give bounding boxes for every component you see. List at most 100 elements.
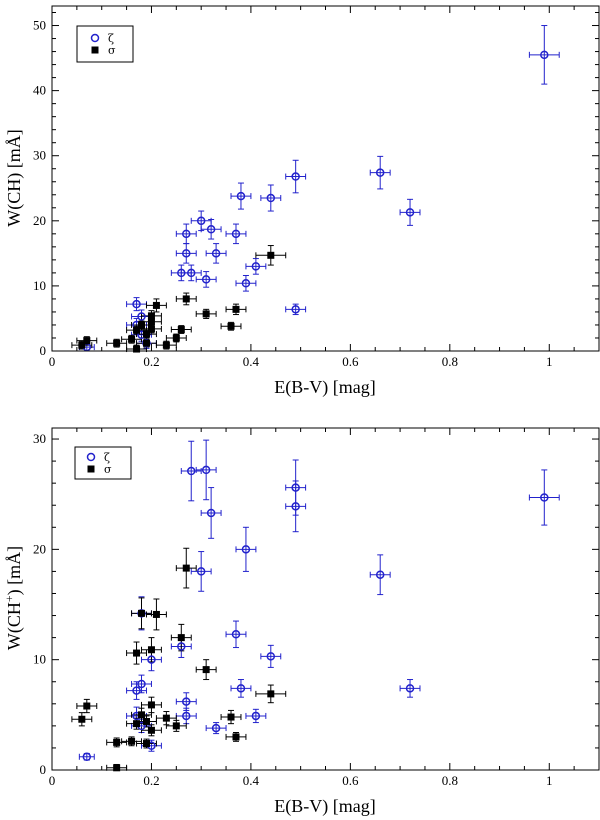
data-point-zeta xyxy=(182,697,191,706)
y-axis-label: W(CH+) [mÅ] xyxy=(2,546,25,650)
x-tick-label: 0.6 xyxy=(342,354,359,369)
y-tick-label: 30 xyxy=(33,148,46,163)
data-point-sigma xyxy=(113,339,121,347)
data-point-sigma xyxy=(142,339,150,347)
data-point-zeta xyxy=(196,567,206,576)
x-axis-label: E(B-V) [mag] xyxy=(274,377,375,398)
data-point-sigma xyxy=(232,305,240,313)
data-point-sigma xyxy=(267,690,275,698)
x-tick-label: 1 xyxy=(546,773,553,788)
error-bar xyxy=(180,440,202,502)
data-point-zeta xyxy=(206,508,216,518)
data-point-zeta xyxy=(206,225,216,234)
data-point-sigma xyxy=(152,610,160,618)
data-point-sigma xyxy=(162,714,170,722)
error-bar xyxy=(141,696,162,714)
data-point-sigma xyxy=(147,726,155,734)
data-point-sigma xyxy=(83,702,91,710)
data-point-sigma xyxy=(78,715,86,723)
data-point-zeta xyxy=(291,502,300,511)
error-bar xyxy=(225,223,247,245)
data-point-sigma xyxy=(147,701,155,709)
data-point-zeta xyxy=(132,686,141,695)
y-tick-label: 10 xyxy=(33,278,46,293)
x-tick-label: 0.4 xyxy=(243,354,260,369)
error-bar xyxy=(230,182,252,210)
data-point-sigma xyxy=(147,318,155,326)
error-bar xyxy=(175,707,197,725)
error-bar xyxy=(175,223,197,245)
legend-marker-sigma xyxy=(87,465,95,473)
error-bar xyxy=(225,620,247,649)
legend-marker-zeta xyxy=(90,33,100,43)
error-bar xyxy=(180,264,202,282)
data-point-sigma xyxy=(182,295,190,303)
data-point-zeta xyxy=(405,208,415,217)
data-point-zeta xyxy=(186,268,196,278)
error-bar xyxy=(399,198,421,226)
x-tick-label: 0.8 xyxy=(442,354,458,369)
data-point-zeta xyxy=(177,268,186,278)
y-axis-label: W(CH) [mÅ] xyxy=(4,129,25,226)
legend: ζ σ xyxy=(76,25,134,63)
data-point-sigma xyxy=(133,720,141,728)
error-bar xyxy=(260,644,282,668)
data-point-zeta xyxy=(291,172,300,181)
chart-panel-chplus: 0 0.2 0.4 0.6 0.8 1 0 10 20 30 E(B-V) [mag] W(CH… xyxy=(2,427,600,817)
y-tick-label: 0 xyxy=(40,343,47,358)
data-point-zeta xyxy=(266,652,276,661)
data-point-sigma xyxy=(202,666,210,674)
data-point-sigma xyxy=(138,321,146,329)
data-point-sigma xyxy=(172,722,180,730)
data-point-zeta xyxy=(241,545,251,554)
data-point-sigma xyxy=(182,564,190,572)
data-point-sigma xyxy=(232,733,240,741)
data-point-sigma xyxy=(147,325,155,333)
error-bar xyxy=(126,297,147,312)
data-point-zeta xyxy=(82,752,92,762)
error-bar xyxy=(285,159,307,194)
y-tick-label: 0 xyxy=(40,762,47,777)
data-point-zeta xyxy=(251,262,261,271)
data-point-zeta xyxy=(201,465,211,475)
legend: ζ σ xyxy=(74,446,132,480)
data-point-zeta xyxy=(132,299,141,309)
error-bar xyxy=(190,210,212,232)
data-point-zeta xyxy=(375,570,385,579)
data-point-sigma xyxy=(227,713,235,721)
y-tick-label: 40 xyxy=(33,83,46,98)
data-point-zeta xyxy=(231,630,241,639)
x-tick-label: 0 xyxy=(49,773,56,788)
data-point-zeta xyxy=(182,711,191,721)
y-tick-label: 20 xyxy=(33,541,46,556)
data-point-zeta xyxy=(186,466,196,476)
data-point-zeta xyxy=(291,305,300,314)
data-point-sigma xyxy=(202,310,210,318)
x-tick-label: 0.2 xyxy=(143,773,159,788)
data-point-sigma xyxy=(133,649,141,657)
error-bar xyxy=(78,752,95,761)
data-point-zeta xyxy=(147,655,156,664)
error-bar xyxy=(205,243,227,264)
error-bar xyxy=(369,554,391,596)
data-point-zeta xyxy=(236,684,246,693)
data-point-zeta xyxy=(540,493,549,502)
y-tick-label: 50 xyxy=(33,18,46,33)
data-point-sigma xyxy=(152,301,160,309)
y-tick-label: 20 xyxy=(33,213,46,228)
data-point-sigma xyxy=(78,341,86,349)
data-point-zeta xyxy=(266,193,276,203)
legend-label-sigma: σ xyxy=(104,463,112,476)
legend-label-zeta: ζ xyxy=(104,451,110,464)
error-bar xyxy=(285,480,307,533)
error-bar xyxy=(235,274,257,292)
data-point-sigma xyxy=(147,646,155,654)
error-bar xyxy=(175,692,197,711)
data-point-sigma xyxy=(147,312,155,320)
data-point-zeta xyxy=(231,229,241,239)
data-point-sigma xyxy=(162,341,170,349)
data-point-zeta xyxy=(251,711,261,721)
error-bar xyxy=(235,526,257,572)
